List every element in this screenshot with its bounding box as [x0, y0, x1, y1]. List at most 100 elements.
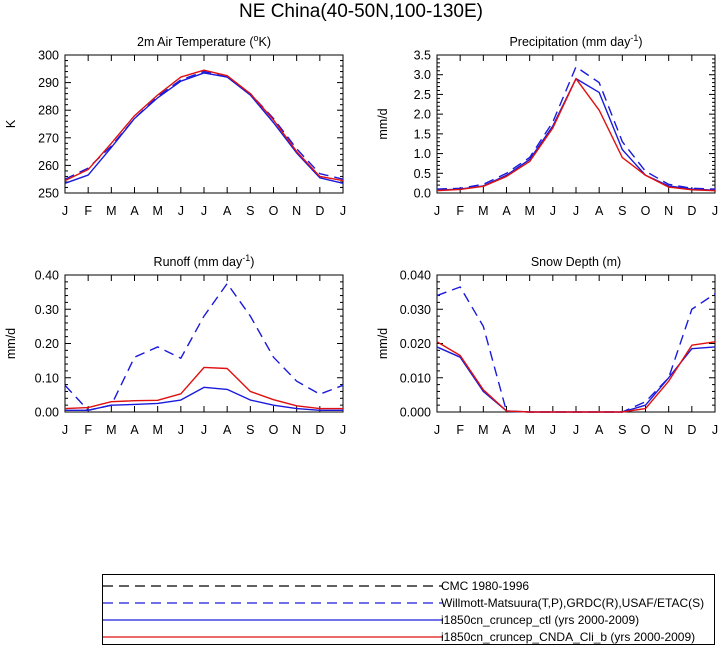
legend: CMC 1980-1996 Willmott-Matsuura(T,P),GRD…: [102, 574, 715, 645]
panel-snow-depth: Snow Depth (m) mm/d 0.000 0.010 0.020 0.030 0.…: [376, 255, 718, 437]
temperature-ytick-label: 300: [38, 49, 59, 63]
runoff-ytick-label: 0.20: [35, 337, 59, 351]
snow-depth-ytick-label: 0.030: [400, 303, 431, 317]
temperature-series-1-line: [64, 72, 344, 185]
precipitation-series-2-line: [436, 77, 716, 192]
legend-entry-ctl: i1850cn_cruncep_ctl (yrs 2000-2009): [103, 612, 714, 628]
precipitation-xtick-label: O: [641, 204, 651, 218]
temperature-xtick-label: N: [292, 204, 301, 218]
runoff-xtick-label: N: [292, 423, 301, 437]
snow-depth-xtick-label: O: [641, 423, 651, 437]
runoff-series-2-line: [64, 366, 343, 410]
legend-label-cmc: CMC 1980-1996: [441, 579, 530, 593]
temperature-plot-frame: [64, 54, 344, 194]
snow-depth-xtick-label: N: [664, 423, 673, 437]
precipitation-ytick-label: 1.5: [414, 127, 431, 141]
snow-depth-xtick-label: J: [712, 423, 718, 437]
precipitation-ytick-label: 2.0: [414, 108, 431, 122]
precipitation-xtick-label: J: [550, 204, 556, 218]
temperature-ytick-label: 260: [38, 159, 59, 173]
runoff-xtick-label: J: [340, 423, 346, 437]
precipitation-xtick-label: M: [478, 204, 488, 218]
temperature-xtick-label: S: [246, 204, 254, 218]
snow-depth-xtick-label: M: [478, 423, 488, 437]
panel-temperature: 2m Air Temperature (oK) K 250 260 270 280 290 3…: [4, 33, 346, 218]
precipitation-ytick-label: 0.0: [414, 187, 431, 201]
precipitation-series-0-line: [436, 66, 716, 190]
legend-line-cnda: [103, 636, 443, 638]
snow-depth-xtick-label: A: [502, 423, 511, 437]
legend-entry-willmott: Willmott-Matsuura(T,P),GRDC(R),USAF/ETAC…: [103, 595, 714, 611]
figure-title: NE China(40-50N,100-130E): [239, 1, 483, 22]
runoff-xtick-label: A: [223, 423, 232, 437]
temperature-xtick-label: F: [84, 204, 92, 218]
snow-depth-ylabel: mm/d: [376, 328, 390, 359]
runoff-title: Runoff (mm day-1): [154, 253, 255, 269]
temperature-title: 2m Air Temperature (oK): [137, 33, 271, 49]
precipitation-xtick-label: M: [524, 204, 534, 218]
snow-depth-xtick-label: J: [550, 423, 556, 437]
precipitation-xtick-label: A: [595, 204, 604, 218]
temperature-xtick-label: J: [178, 204, 184, 218]
legend-entry-cnda: i1850cn_cruncep_CNDA_Cli_b (yrs 2000-200…: [103, 629, 714, 645]
temperature-xtick-label: J: [340, 204, 346, 218]
runoff-ytick-label: 0.40: [35, 269, 59, 283]
precipitation-ytick-label: 0.5: [414, 167, 431, 181]
precipitation-xtick-label: J: [434, 204, 440, 218]
precipitation-ytick-label: 1.0: [414, 147, 431, 161]
temperature-series-2-line: [64, 69, 344, 182]
legend-entry-cmc: CMC 1980-1996: [103, 578, 714, 594]
precipitation-xtick-label: J: [573, 204, 579, 218]
runoff-xtick-label: D: [315, 423, 324, 437]
snow-depth-xtick-label: M: [524, 423, 534, 437]
runoff-xtick-label: O: [269, 423, 279, 437]
runoff-ylabel: mm/d: [4, 328, 18, 359]
runoff-xtick-label: S: [246, 423, 254, 437]
snow-depth-xtick-label: A: [595, 423, 604, 437]
snow-depth-title: Snow Depth (m): [531, 255, 621, 269]
precipitation-xtick-label: J: [712, 204, 718, 218]
temperature-xtick-label: A: [130, 204, 139, 218]
snow-depth-ytick-label: 0.020: [400, 337, 431, 351]
legend-line-cmc: [103, 585, 443, 587]
snow-depth-plot-frame: [436, 274, 716, 413]
runoff-xtick-label: J: [178, 423, 184, 437]
temperature-ytick-label: 270: [38, 131, 59, 145]
precipitation-series-1-line: [436, 77, 716, 191]
runoff-ytick-label: 0.10: [35, 371, 59, 385]
panel-precipitation: Precipitation (mm day-1) mm/d 0.0 0.5 1.0 1.5…: [376, 33, 718, 218]
precipitation-plot-frame: [436, 54, 716, 194]
temperature-series-0-line: [64, 70, 344, 180]
temperature-xtick-label: O: [269, 204, 279, 218]
temperature-xtick-label: M: [106, 204, 116, 218]
runoff-ytick-label: 0.30: [35, 303, 59, 317]
snow-depth-ytick-label: 0.010: [400, 371, 431, 385]
legend-line-ctl: [103, 619, 443, 621]
runoff-xtick-label: J: [62, 423, 68, 437]
runoff-ytick-label: 0.00: [35, 406, 59, 420]
snow-depth-series-1-line: [436, 346, 716, 413]
legend-label-ctl: i1850cn_cruncep_ctl (yrs 2000-2009): [441, 613, 640, 627]
runoff-xtick-label: M: [152, 423, 162, 437]
snow-depth-xtick-label: J: [573, 423, 579, 437]
snow-depth-series-2-line: [436, 341, 716, 413]
runoff-plot-frame: [64, 274, 344, 413]
legend-label-cnda: i1850cn_cruncep_CNDA_Cli_b (yrs 2000-200…: [441, 630, 696, 644]
snow-depth-xtick-label: D: [687, 423, 696, 437]
temperature-ytick-label: 280: [38, 104, 59, 118]
runoff-xtick-label: M: [106, 423, 116, 437]
precipitation-ytick-label: 2.5: [414, 88, 431, 102]
temperature-xtick-label: D: [315, 204, 324, 218]
charts-canvas: 2m Air Temperature (oK) K 250 260 270 280 290 3…: [4, 33, 718, 437]
temperature-ytick-label: 290: [38, 76, 59, 90]
snow-depth-xtick-label: J: [434, 423, 440, 437]
precipitation-xtick-label: D: [687, 204, 696, 218]
precipitation-ylabel: mm/d: [376, 108, 390, 139]
temperature-ylabel: K: [4, 119, 18, 128]
runoff-series-1-line: [65, 386, 343, 411]
precipitation-xtick-label: N: [664, 204, 673, 218]
temperature-xtick-label: J: [201, 204, 207, 218]
snow-depth-xtick-label: F: [456, 423, 464, 437]
legend-label-willmott: Willmott-Matsuura(T,P),GRDC(R),USAF/ETAC…: [441, 596, 705, 610]
runoff-xtick-label: J: [201, 423, 207, 437]
